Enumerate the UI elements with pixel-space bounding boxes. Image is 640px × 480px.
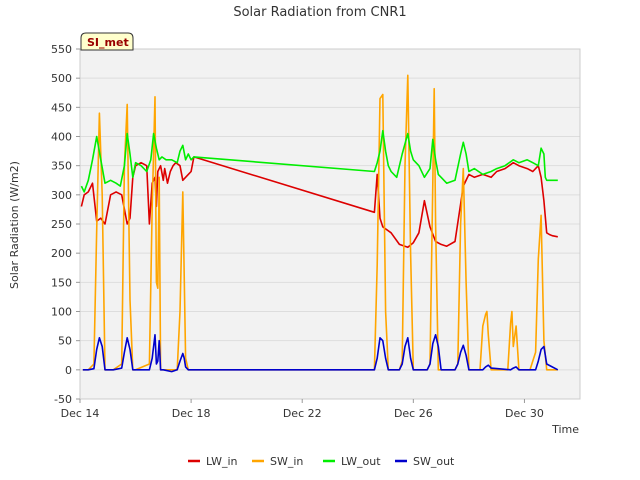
legend-label-lw-out: LW_out [341, 455, 381, 468]
y-tick-label: 500 [51, 72, 72, 85]
badge-box [80, 32, 134, 51]
legend: LW_in SW_in LW_out SW_out [188, 455, 455, 468]
y-tick-label: 150 [51, 276, 72, 289]
y-tick-label: 550 [51, 43, 72, 56]
y-tick-label: -50 [54, 393, 72, 406]
y-tick-label: 200 [51, 247, 72, 260]
y-tick-label: 50 [58, 335, 72, 348]
x-axis: Dec 14 Dec 18 Dec 22 Dec 26 Dec 30 [61, 399, 544, 420]
legend-label-sw-in: SW_in [270, 455, 303, 468]
series-sw-out-line [82, 333, 559, 373]
y-tick-label: 450 [51, 101, 72, 114]
x-tick-label: Dec 22 [283, 407, 322, 420]
y-tick-label: 250 [51, 218, 72, 231]
y-tick-label: 0 [65, 364, 72, 377]
x-tick-label: Dec 14 [61, 407, 100, 420]
legend-label-lw-in: LW_in [206, 455, 238, 468]
x-tick-label: Dec 18 [172, 407, 211, 420]
legend-label-sw-out: SW_out [413, 455, 455, 468]
station-badge: SI_met [80, 32, 134, 51]
x-tick-label: Dec 26 [394, 407, 433, 420]
y-tick-label: 100 [51, 306, 72, 319]
x-tick-label: Dec 30 [505, 407, 544, 420]
badge-label: SI_met [87, 36, 129, 49]
y-tick-label: 300 [51, 189, 72, 202]
x-axis-label: Time [551, 423, 579, 436]
series-lw-out-line [80, 129, 558, 193]
chart-title: Solar Radiation from CNR1 [233, 5, 406, 20]
series-group [80, 74, 559, 373]
y-tick-label: 350 [51, 160, 72, 173]
y-axis: -50 0 50 100 150 200 250 300 350 400 450 500 550 [51, 43, 80, 406]
y-tick-label: 400 [51, 131, 72, 144]
y-axis-label: Solar Radiation (W/m2) [8, 161, 21, 289]
